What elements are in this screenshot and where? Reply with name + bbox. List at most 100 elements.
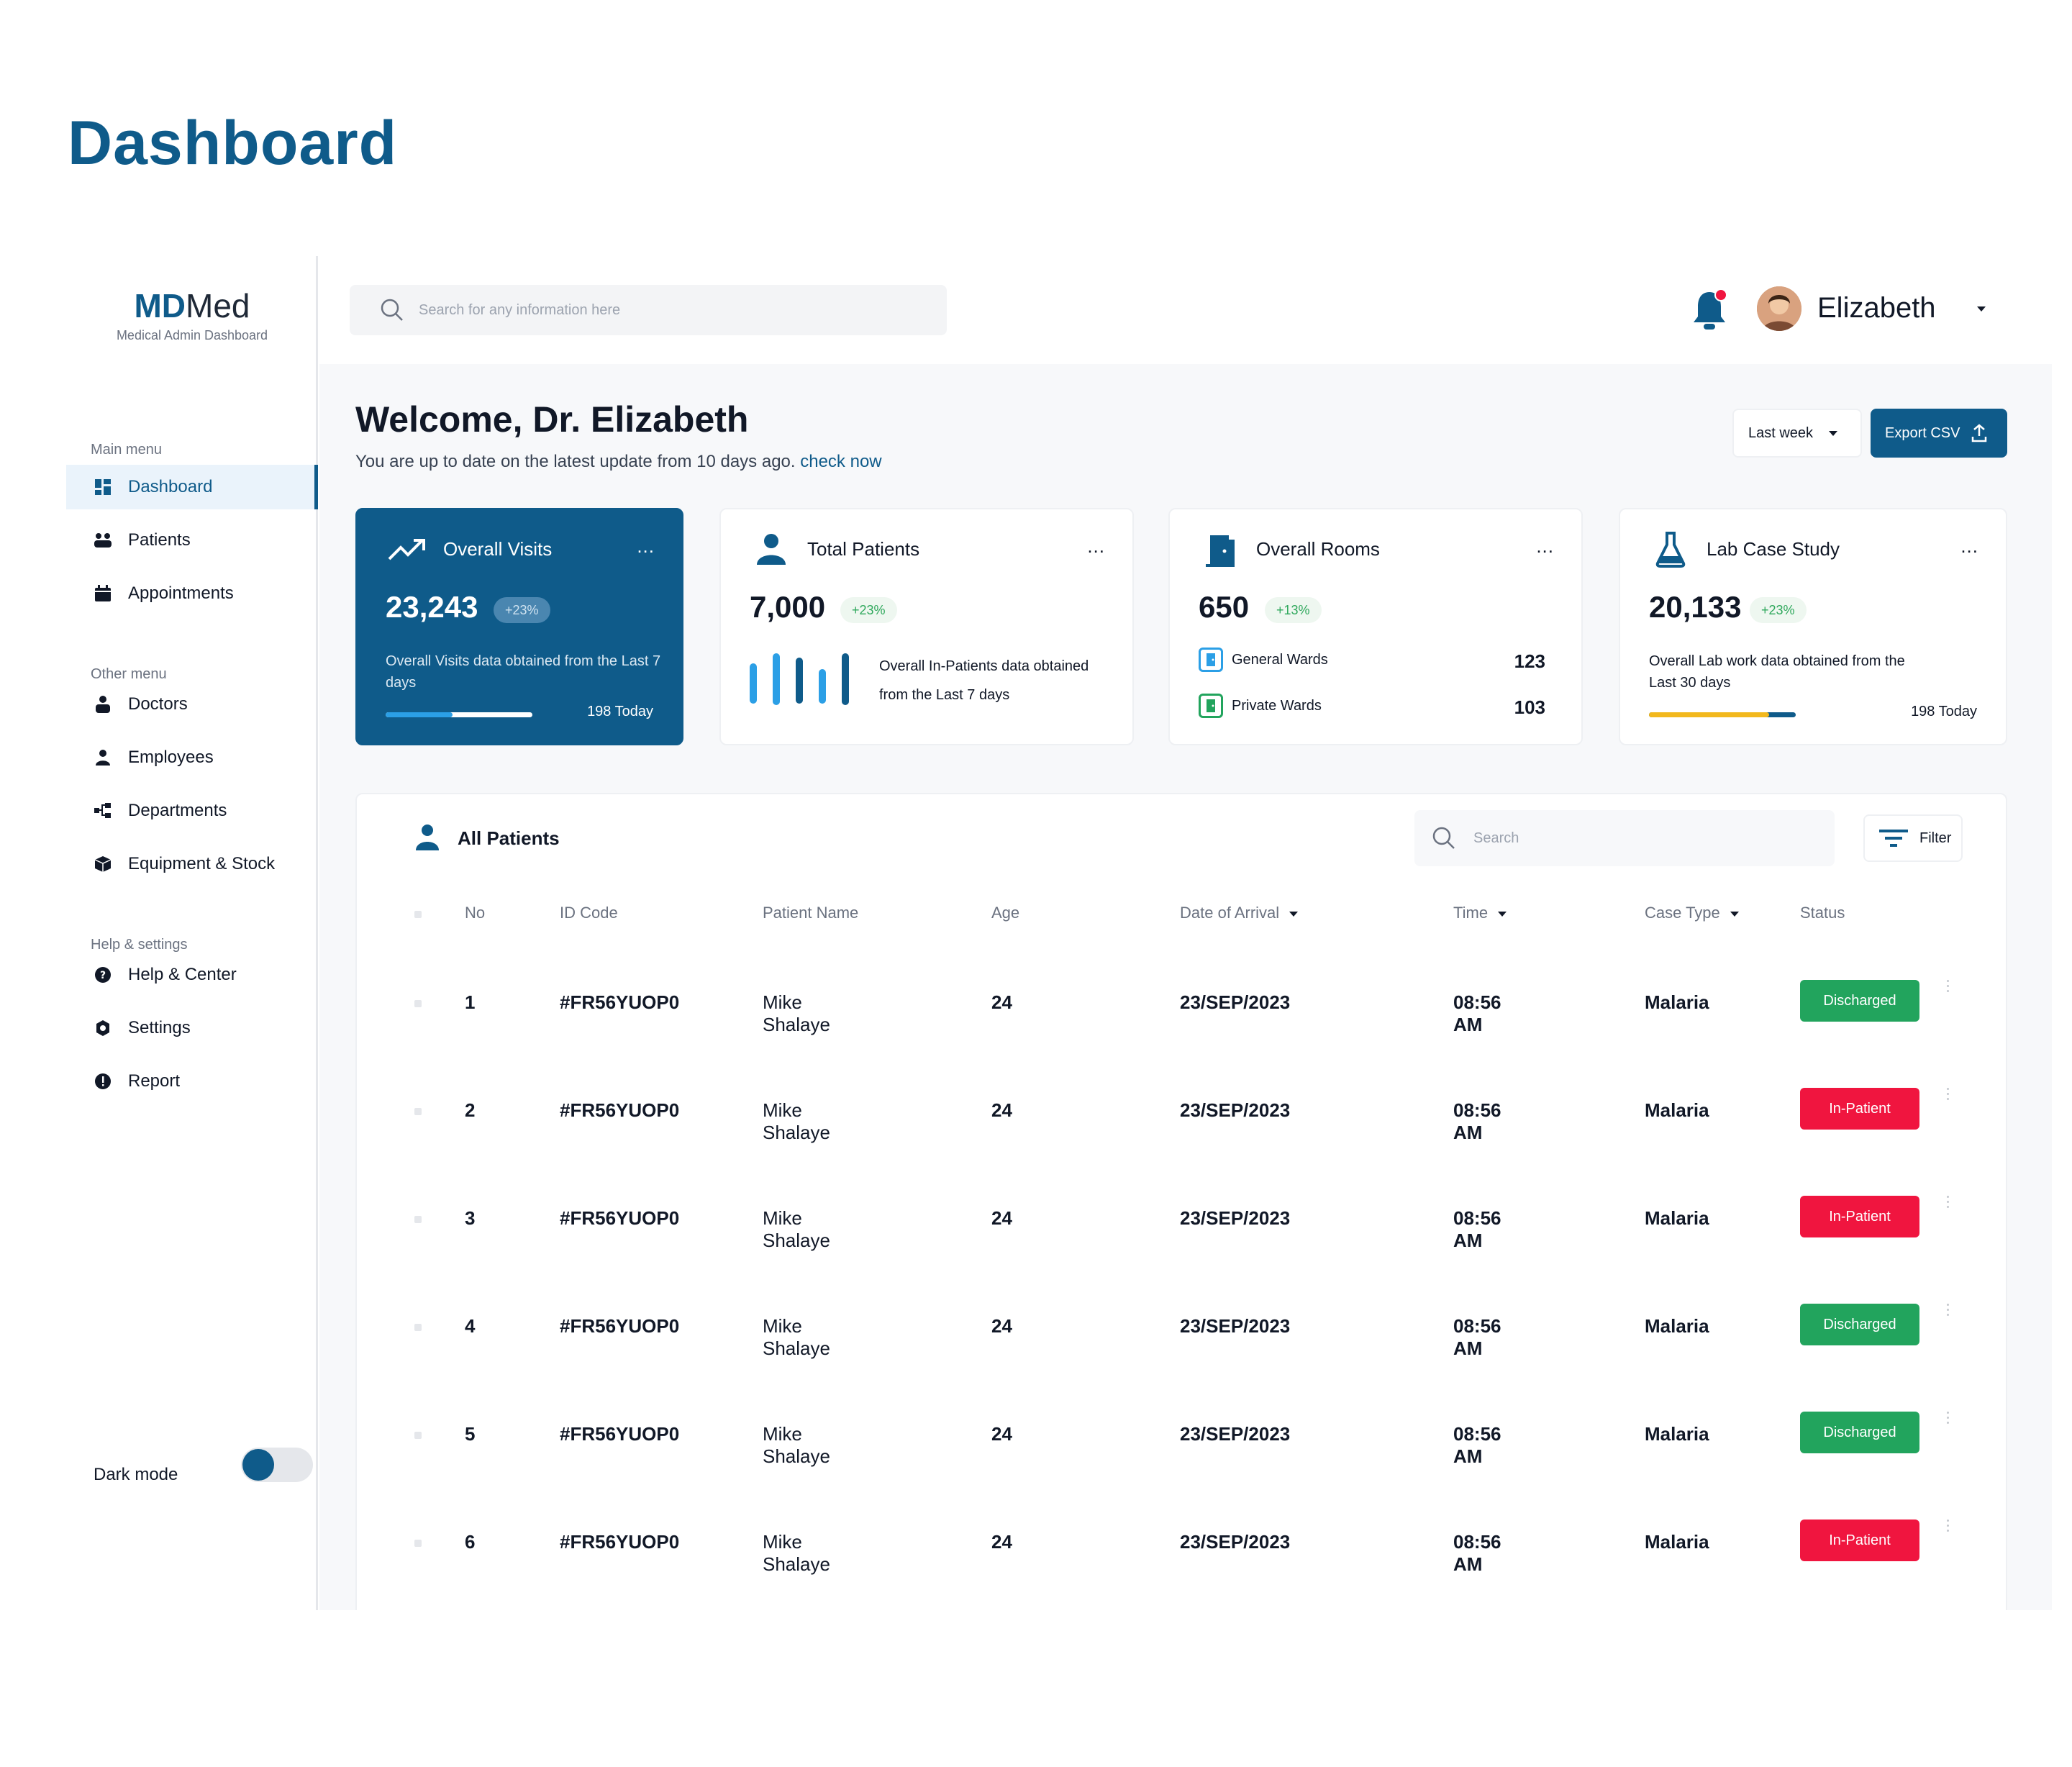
more-options-icon[interactable]: ... <box>1536 535 1554 557</box>
period-select[interactable]: Last week <box>1732 409 1862 458</box>
status-badge: Discharged <box>1800 1412 1919 1453</box>
today-count: 198 Today <box>587 704 653 719</box>
status-badge: In-Patient <box>1800 1520 1919 1561</box>
person-icon <box>416 825 439 850</box>
column-header-label: Status <box>1800 904 1845 922</box>
status-badge: In-Patient <box>1800 1196 1919 1237</box>
row-menu-icon[interactable] <box>1947 1196 1951 1211</box>
select-all-checkbox[interactable] <box>414 911 422 918</box>
cell-age: 24 <box>991 1207 1012 1229</box>
growth-badge: +23% <box>840 597 897 623</box>
sidebar-item-settings[interactable]: Settings <box>66 1006 318 1050</box>
column-header: No <box>465 904 485 922</box>
dark-mode-row: Dark mode <box>94 1448 313 1485</box>
row-menu-icon[interactable] <box>1947 1412 1951 1427</box>
check-now-link[interactable]: check now <box>800 452 882 471</box>
cell-age: 24 <box>991 1423 1012 1445</box>
cell-name: Mike Shalaye <box>763 1207 830 1251</box>
notification-bell-icon[interactable] <box>1688 286 1731 334</box>
column-header-label: Time <box>1453 904 1489 922</box>
sidebar-item-appointments[interactable]: Appointments <box>66 571 318 616</box>
card-value: 23,243 <box>386 590 478 624</box>
user-name[interactable]: Elizabeth <box>1817 292 1936 324</box>
overall-visits-card[interactable]: Overall Visits ... 23,243 +23% Overall V… <box>355 508 683 745</box>
column-header[interactable]: Time <box>1453 904 1507 922</box>
cell-id: #FR56YUOP0 <box>560 1423 680 1445</box>
chevron-down-icon <box>1829 430 1838 436</box>
export-csv-button[interactable]: Export CSV <box>1871 409 2007 458</box>
flask-icon <box>1650 530 1691 570</box>
search-placeholder: Search for any information here <box>419 301 621 318</box>
ward-door-icon <box>1199 648 1223 672</box>
sort-caret-icon[interactable] <box>1498 911 1507 917</box>
sidebar-item-departments[interactable]: Departments <box>66 789 318 833</box>
column-header-label: Case Type <box>1645 904 1720 922</box>
card-title: Overall Rooms <box>1256 538 1380 560</box>
sidebar-item-patients[interactable]: Patients <box>66 518 318 563</box>
bar-chart-icon <box>750 653 849 705</box>
row-menu-icon[interactable] <box>1947 1304 1951 1319</box>
cell-id: #FR56YUOP0 <box>560 1099 680 1121</box>
row-menu-icon[interactable] <box>1947 980 1951 995</box>
row-checkbox[interactable] <box>414 1432 422 1439</box>
dark-mode-toggle[interactable] <box>241 1448 313 1482</box>
row-menu-icon[interactable] <box>1947 1520 1951 1535</box>
cell-date: 23/SEP/2023 <box>1180 991 1291 1013</box>
brand-logo[interactable]: MDMed <box>134 287 250 324</box>
sort-caret-icon[interactable] <box>1289 911 1299 917</box>
cell-time: 08:56 AM <box>1453 991 1501 1035</box>
sidebar-item-equipment[interactable]: Equipment & Stock <box>66 842 318 886</box>
dark-mode-label: Dark mode <box>94 1465 178 1484</box>
trend-up-icon <box>387 530 427 570</box>
cell-age: 24 <box>991 1099 1012 1121</box>
alert-icon <box>92 1071 114 1092</box>
cell-no: 1 <box>465 991 476 1013</box>
row-menu-icon[interactable] <box>1947 1088 1951 1103</box>
row-checkbox[interactable] <box>414 1000 422 1007</box>
private-wards-row: Private Wards <box>1199 694 1322 718</box>
sidebar-item-doctors[interactable]: Doctors <box>66 682 318 727</box>
visits-progress-fill <box>386 712 453 717</box>
column-header[interactable]: Date of Arrival <box>1180 904 1299 922</box>
general-wards-count: 123 <box>1514 650 1545 672</box>
welcome-title: Welcome, Dr. Elizabeth <box>355 399 749 440</box>
column-header[interactable]: Case Type <box>1645 904 1739 922</box>
more-options-icon[interactable]: ... <box>1960 535 1978 557</box>
row-checkbox[interactable] <box>414 1216 422 1223</box>
row-checkbox[interactable] <box>414 1540 422 1547</box>
sidebar-item-employees[interactable]: Employees <box>66 735 318 780</box>
overall-rooms-card[interactable]: Overall Rooms ... 650 +13% General Wards… <box>1168 508 1583 745</box>
card-value: 650 <box>1199 590 1250 624</box>
ward-door-icon <box>1199 694 1223 718</box>
column-header-label: Age <box>991 904 1020 922</box>
more-options-icon[interactable]: ... <box>1087 535 1105 557</box>
chevron-down-icon[interactable] <box>1977 306 1986 312</box>
sidebar-item-report[interactable]: Report <box>66 1059 318 1104</box>
cell-case: Malaria <box>1645 1423 1709 1445</box>
filter-label: Filter <box>1919 830 1952 846</box>
sidebar-item-help[interactable]: ? Help & Center <box>66 953 318 997</box>
column-header-label: Patient Name <box>763 904 859 922</box>
patients-search-input[interactable]: Search <box>1414 810 1835 866</box>
global-search-input[interactable]: Search for any information here <box>350 285 947 335</box>
cell-no: 6 <box>465 1531 476 1553</box>
row-checkbox[interactable] <box>414 1324 422 1331</box>
card-value: 20,133 <box>1649 590 1742 624</box>
status-badge: Discharged <box>1800 980 1919 1022</box>
sort-caret-icon[interactable] <box>1730 911 1739 917</box>
lab-case-study-card[interactable]: Lab Case Study ... 20,133 +23% Overall L… <box>1619 508 2007 745</box>
lab-progress-bar <box>1649 712 1796 717</box>
all-patients-panel: All Patients Search Filter No ID Code Pati… <box>355 793 2007 1610</box>
cell-id: #FR56YUOP0 <box>560 1315 680 1337</box>
cell-age: 24 <box>991 1531 1012 1553</box>
hierarchy-icon <box>92 800 114 822</box>
column-header-label: No <box>465 904 486 922</box>
status-badge: In-Patient <box>1800 1088 1919 1130</box>
more-options-icon[interactable]: ... <box>637 535 655 557</box>
total-patients-card[interactable]: Total Patients ... 7,000 +23% Overall In… <box>719 508 1134 745</box>
row-checkbox[interactable] <box>414 1108 422 1115</box>
column-header: ID Code <box>560 904 618 922</box>
sidebar-item-dashboard[interactable]: Dashboard <box>66 465 318 509</box>
filter-button[interactable]: Filter <box>1863 814 1963 862</box>
avatar[interactable] <box>1757 286 1801 331</box>
